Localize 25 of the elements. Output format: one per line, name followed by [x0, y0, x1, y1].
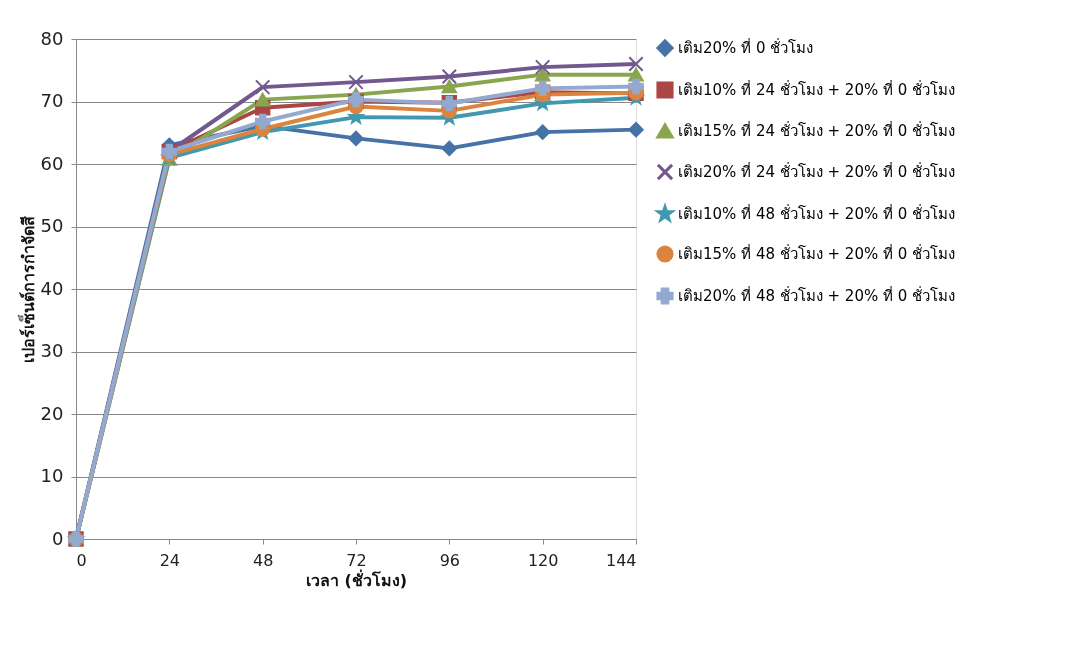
x-tick-label: 96: [439, 550, 461, 570]
legend-label: เติม10% ที่ 48 ชั่วโมง + 20% ที่ 0 ชั่วโมง: [678, 203, 956, 223]
x-tick-label: 120: [527, 550, 559, 570]
legend-label: เติม20% ที่ 0 ชั่วโมง: [678, 37, 814, 57]
x-tick-label: 72: [346, 550, 367, 570]
legend-label: เติม10% ที่ 24 ชั่วโมง + 20% ที่ 0 ชั่วโมง: [678, 79, 956, 99]
y-tick-label: 60: [40, 152, 64, 174]
y-axis-title: เปอร์เซ็นต์การกำจัดสี: [16, 216, 38, 363]
y-tick-label: 10: [40, 465, 64, 486]
y-tick-label: 40: [40, 277, 64, 299]
x-tick-label: 48: [252, 550, 274, 570]
y-tick-label: 30: [40, 340, 64, 361]
y-tick-label: 0: [52, 527, 64, 549]
legend-label: เติม20% ที่ 48 ชั่วโมง + 20% ที่ 0 ชั่วโมง: [678, 285, 956, 305]
y-tick-label: 50: [40, 215, 64, 236]
legend-label: เติม15% ที่ 48 ชั่วโมง + 20% ที่ 0 ชั่วโมง: [678, 243, 956, 263]
x-tick-label: 0: [76, 550, 87, 570]
y-tick-label: 20: [40, 402, 64, 424]
legend-label: เติม20% ที่ 24 ชั่วโมง + 20% ที่ 0 ชั่วโมง: [678, 161, 956, 181]
x-axis-title: เวลา (ชั่วโมง): [305, 568, 408, 590]
x-tick-label: 24: [159, 550, 181, 570]
y-tick-label: 70: [40, 90, 64, 111]
legend-label: เติม15% ที่ 24 ชั่วโมง + 20% ที่ 0 ชั่วโมง: [678, 120, 956, 140]
y-tick-label: 80: [40, 27, 64, 49]
x-tick-label: 144: [605, 550, 637, 570]
